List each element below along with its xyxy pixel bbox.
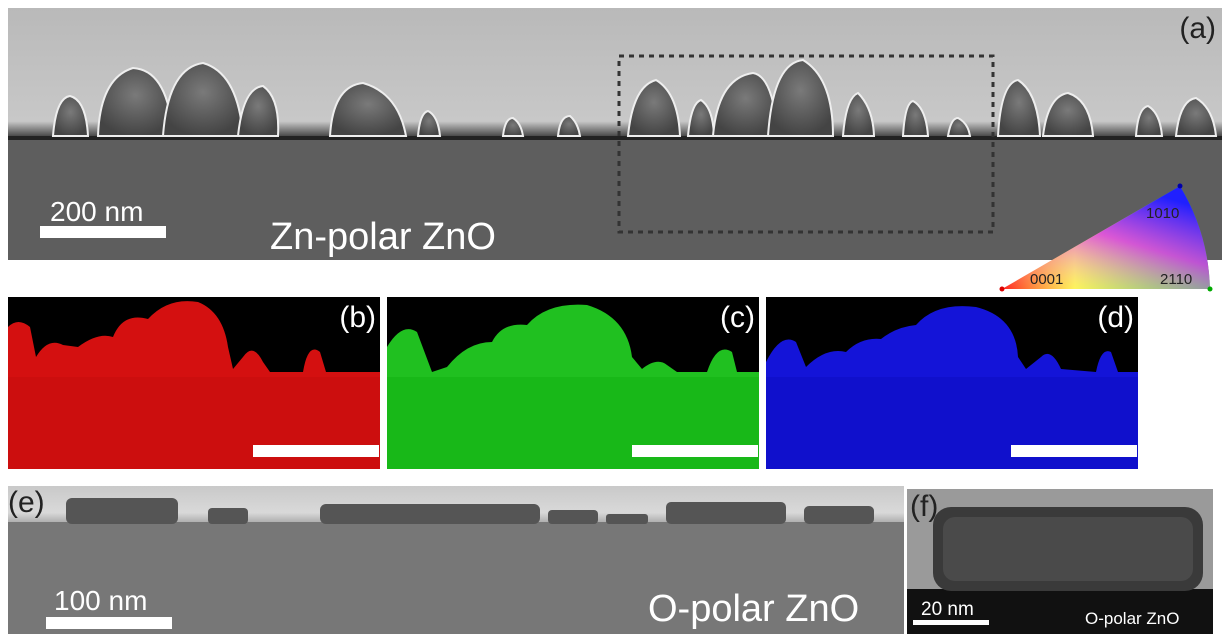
sample-label-a: Zn-polar ZnO [270,216,496,258]
panel-f-label: (f) [910,490,939,523]
scale-bar-a [40,226,166,238]
orientation-map-blue: (d) [766,297,1138,469]
legend-label-2110: 2110 [1160,271,1193,288]
scale-bar-c [632,445,758,457]
orientation-map-green: (c) [387,297,759,469]
tem-image-highres-background [907,489,1213,634]
tem-image-o-polar-highres: (f) 20 nm O-polar ZnO [907,489,1213,634]
panel-a-label: (a) [1179,12,1216,45]
tem-image-background [8,8,1222,260]
scale-bar-f [913,620,989,625]
panel-d-label: (d) [1097,301,1134,334]
scale-bar-e [46,617,172,629]
orientation-map-red-image [8,297,380,469]
panel-e-label: (e) [8,486,45,519]
sample-label-e: O-polar ZnO [648,588,860,630]
sample-label-f: O-polar ZnO [1085,609,1180,628]
tem-image-o-polar-background [8,486,904,634]
tem-image-o-polar: (e) 100 nm O-polar ZnO [8,486,904,634]
orientation-map-blue-image [766,297,1138,469]
orientation-map-green-image [387,297,759,469]
scale-bar-f-label: 20 nm [921,599,974,620]
legend-label-0001: 0001 [1030,271,1064,288]
scale-bar-b [253,445,379,457]
scale-bar-a-label: 200 nm [50,196,144,227]
tem-image-zn-polar: (a) 200 nm Zn-polar ZnO [8,8,1222,260]
panel-c-label: (c) [720,301,755,334]
panel-b-label: (b) [339,301,376,334]
ipf-color-wedge [999,183,1213,292]
ipf-color-legend: 0001 1010 2110 [998,180,1213,292]
legend-label-1010: 1010 [1146,205,1180,222]
scale-bar-d [1011,445,1137,457]
scale-bar-e-label: 100 nm [54,585,148,616]
orientation-map-red: (b) [8,297,380,469]
